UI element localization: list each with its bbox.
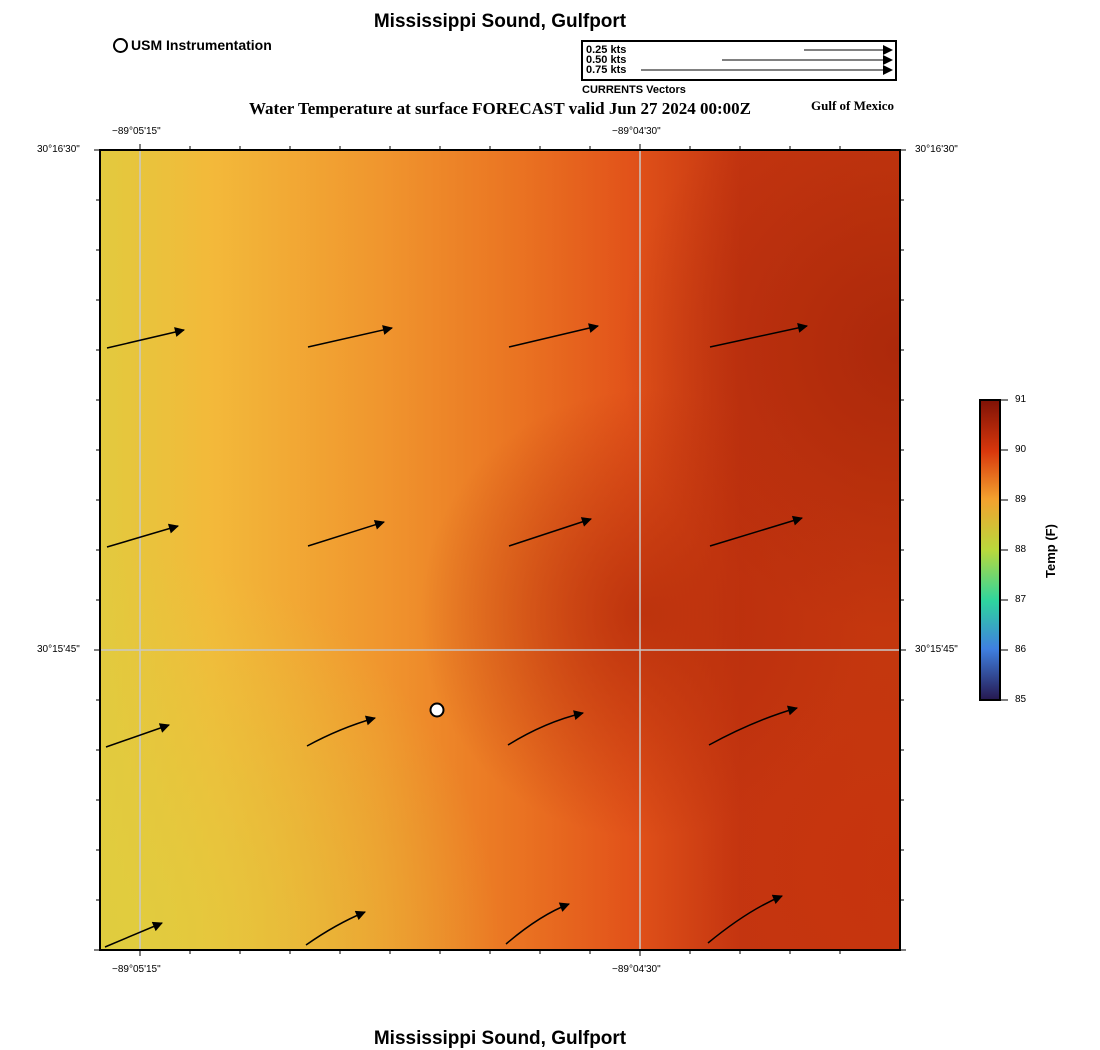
lat-tick-left-1: 30°16'30": [37, 144, 80, 155]
usm-legend: USM Instrumentation: [113, 37, 272, 53]
lon-tick-bottom-2: −89°04'30": [612, 964, 661, 975]
footer-title: Mississippi Sound, Gulfport: [373, 1028, 627, 1049]
current-vector: [307, 325, 393, 348]
region-label: Gulf of Mexico: [811, 98, 895, 113]
current-vector: [707, 894, 783, 944]
current-vector: [306, 715, 376, 747]
tick-marks: [94, 144, 906, 956]
current-vector: [104, 921, 163, 948]
usm-station-icon: [113, 37, 128, 53]
current-vectors: [104, 323, 808, 948]
temperature-field: [100, 150, 900, 950]
vector-scale-label-2: 0.50 kts: [586, 54, 627, 66]
usm-legend-label: USM Instrumentation: [131, 37, 272, 53]
colorbar-tick: 86: [1015, 644, 1027, 655]
current-vector: [709, 323, 808, 348]
colorbar-tick: 89: [1015, 494, 1027, 505]
lon-tick-top-1: −89°05'15": [112, 126, 161, 137]
current-vector: [106, 523, 179, 548]
lat-tick-left-2: 30°15'45": [37, 644, 80, 655]
current-vector: [307, 519, 385, 547]
vector-legend-arrows: [641, 45, 893, 75]
lon-tick-bottom-1: −89°05'15": [112, 964, 161, 975]
colorbar-tick: 88: [1015, 544, 1027, 555]
graticule: [100, 150, 900, 950]
current-vector: [305, 910, 366, 946]
current-vector: [708, 705, 798, 746]
current-vector: [505, 902, 570, 945]
map-title: Mississippi Sound, Gulfport: [373, 11, 627, 32]
current-vector: [709, 515, 803, 547]
map-subtitle: Water Temperature at surface FORECAST va…: [249, 99, 751, 118]
usm-station-marker[interactable]: [429, 702, 445, 718]
current-vector: [508, 323, 599, 348]
current-vector: [106, 327, 185, 349]
colorbar-tick: 91: [1015, 394, 1027, 405]
colorbar-tick: 85: [1015, 694, 1027, 705]
vector-scale-label-1: 0.25 kts: [586, 44, 627, 56]
colorbar: [979, 399, 1008, 701]
lat-tick-right-1: 30°16'30": [915, 144, 958, 155]
colorbar-title: Temp (F): [1043, 524, 1058, 578]
current-vector: [507, 710, 584, 746]
colorbar-tick: 90: [1015, 444, 1027, 455]
current-vector: [508, 517, 592, 547]
current-vector: [105, 723, 170, 748]
colorbar-tick: 87: [1015, 594, 1027, 605]
lat-tick-right-2: 30°15'45": [915, 644, 958, 655]
lon-tick-top-2: −89°04'30": [612, 126, 661, 137]
vector-legend-caption: CURRENTS Vectors: [582, 84, 686, 96]
vector-scale-label-3: 0.75 kts: [586, 64, 627, 76]
